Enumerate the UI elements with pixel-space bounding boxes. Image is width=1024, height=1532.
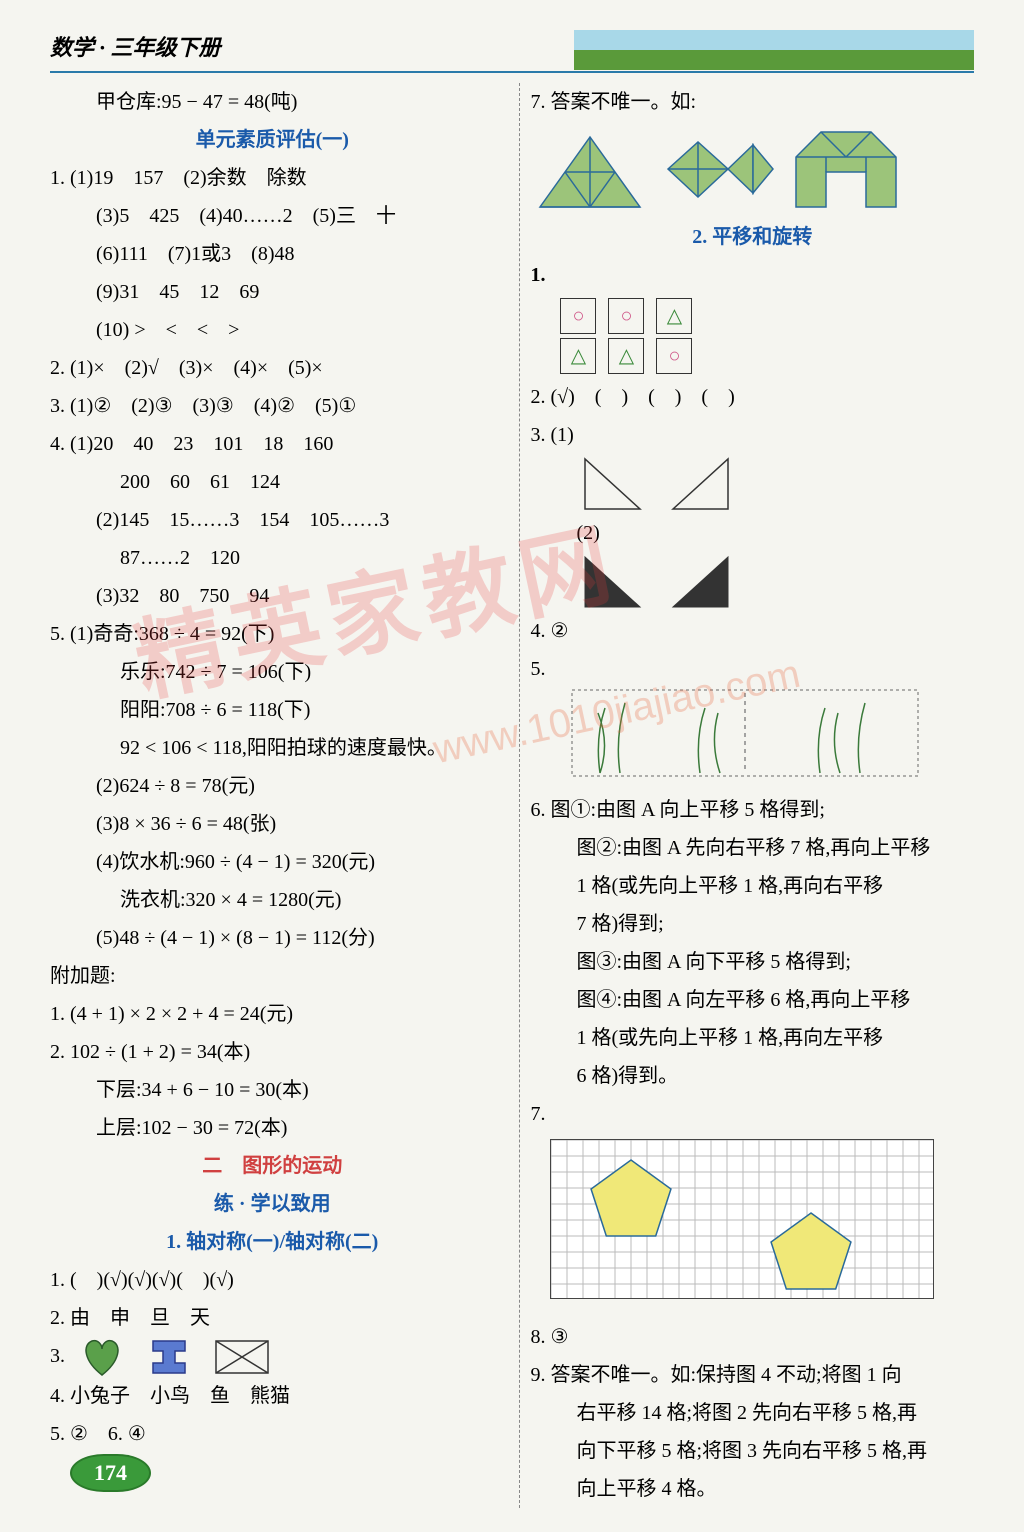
right-triangle-fill-icon: [580, 552, 650, 612]
header-divider: [50, 71, 974, 73]
i-shape-icon: [149, 1337, 189, 1377]
answer-line: 1 格(或先向上平移 1 格,再向右平移: [530, 867, 974, 905]
answer-line: 2. 由 申 旦 天: [50, 1299, 494, 1337]
answer-line: 7.: [530, 1095, 974, 1133]
answer-line: 阳阳:708 ÷ 6 = 118(下): [50, 691, 494, 729]
q3-label: 3.: [50, 1345, 65, 1367]
answer-line: 87……2 120: [50, 539, 494, 577]
answer-line: 下层:34 + 6 − 10 = 30(本): [50, 1071, 494, 1109]
answer-line: 1 格(或先向上平移 1 格,再向左平移: [530, 1019, 974, 1057]
answer-line: 5.: [530, 650, 974, 688]
pentagon-grid: [550, 1139, 974, 1312]
section-title: 单元素质评估(一): [50, 121, 494, 159]
right-triangle-fill-flip-icon: [668, 552, 738, 612]
section-part-title: 1. 轴对称(一)/轴对称(二): [50, 1223, 494, 1261]
answer-line: 上层:102 − 30 = 72(本): [50, 1109, 494, 1147]
answer-line: (4)饮水机:960 ÷ (4 − 1) = 320(元): [50, 843, 494, 881]
tangram-row: [530, 127, 974, 212]
answer-line: 1. (4 + 1) × 2 × 2 + 4 = 24(元): [50, 995, 494, 1033]
answer-line: 2. 102 ÷ (1 + 2) = 34(本): [50, 1033, 494, 1071]
grid-svg: [550, 1139, 934, 1299]
shape-box: △: [560, 338, 596, 374]
right-triangle-flip-icon: [668, 454, 738, 514]
bowtie-icon: [214, 1339, 270, 1375]
answer-line: 92 < 106 < 118,阳阳拍球的速度最快。: [50, 729, 494, 767]
answer-line: 7 格)得到;: [530, 905, 974, 943]
shape-box: ○: [656, 338, 692, 374]
answer-line: 1. (1)19 157 (2)余数 除数: [50, 159, 494, 197]
heart-icon: [80, 1337, 124, 1377]
seaweed-figure-icon: [570, 688, 920, 778]
answer-line: 图④:由图 A 向左平移 6 格,再向上平移: [530, 981, 974, 1019]
left-column: 甲仓库:95 − 47 = 48(吨) 单元素质评估(一) 1. (1)19 1…: [50, 83, 504, 1508]
answer-line: 200 60 61 124: [50, 463, 494, 501]
answer-line: 乐乐:742 ÷ 7 = 106(下): [50, 653, 494, 691]
answer-line: (6)111 (7)1或3 (8)48: [50, 235, 494, 273]
shape-box: ○: [608, 298, 644, 334]
answer-line: 2. (√) ( ) ( ) ( ): [530, 378, 974, 416]
answer-line: 向上平移 4 格。: [530, 1470, 974, 1508]
answer-line: 向下平移 5 格;将图 3 先向右平移 5 格,再: [530, 1432, 974, 1470]
box-row-1: ○ ○ △: [560, 298, 974, 334]
section-subtitle: 练 · 学以致用: [50, 1185, 494, 1223]
answer-line: 8. ③: [530, 1318, 974, 1356]
answer-line: 图③:由图 A 向下平移 5 格得到;: [530, 943, 974, 981]
tangram-triangle-icon: [530, 127, 650, 212]
answer-line: (3)8 × 36 ÷ 6 = 48(张): [50, 805, 494, 843]
answer-line: (3)32 80 750 94: [50, 577, 494, 615]
triangle-row: [580, 552, 974, 612]
answer-line: 3.: [50, 1337, 494, 1377]
answer-line: 5. (1)奇奇:368 ÷ 4 = 92(下): [50, 615, 494, 653]
answer-line: 3. (1)② (2)③ (3)③ (4)② (5)①: [50, 387, 494, 425]
answer-line: (5)48 ÷ (4 − 1) × (8 − 1) = 112(分): [50, 919, 494, 957]
section-title: 2. 平移和旋转: [530, 218, 974, 256]
answer-line: 2. (1)× (2)√ (3)× (4)× (5)×: [50, 349, 494, 387]
answer-line: 4. ②: [530, 612, 974, 650]
answer-line: 4. 小兔子 小鸟 鱼 熊猫: [50, 1377, 494, 1415]
answer-line: 5. ② 6. ④: [50, 1415, 494, 1453]
header-banner: [574, 30, 974, 70]
answer-line: (2)145 15……3 154 105……3: [50, 501, 494, 539]
answer-line: 1. ( )(√)(√)(√)( )(√): [50, 1261, 494, 1299]
tangram-arch-icon: [786, 127, 906, 212]
answer-line: (2): [530, 514, 974, 552]
answer-line: 7. 答案不唯一。如:: [530, 83, 974, 121]
answer-line: 6 格)得到。: [530, 1057, 974, 1095]
shape-box: △: [656, 298, 692, 334]
right-column: 7. 答案不唯一。如:: [519, 83, 974, 1508]
right-triangle-icon: [580, 454, 650, 514]
answer-line: 4. (1)20 40 23 101 18 160: [50, 425, 494, 463]
page-number-badge: 174: [70, 1454, 151, 1492]
text-line: 甲仓库:95 − 47 = 48(吨): [50, 83, 494, 121]
tangram-fish-icon: [658, 127, 778, 212]
answer-line: 洗衣机:320 × 4 = 1280(元): [50, 881, 494, 919]
answer-line: 9. 答案不唯一。如:保持图 4 不动;将图 1 向: [530, 1356, 974, 1394]
two-column-layout: 甲仓库:95 − 47 = 48(吨) 单元素质评估(一) 1. (1)19 1…: [50, 83, 974, 1508]
answer-line: (2)624 ÷ 8 = 78(元): [50, 767, 494, 805]
triangle-row: [580, 454, 974, 514]
box-row-2: △ △ ○: [560, 338, 974, 374]
answer-line: 3. (1): [530, 416, 974, 454]
answer-line: (10) > < < >: [50, 311, 494, 349]
answer-line: 右平移 14 格;将图 2 先向右平移 5 格,再: [530, 1394, 974, 1432]
answer-line: 图②:由图 A 先向右平移 7 格,再向上平移: [530, 829, 974, 867]
answer-line: (3)5 425 (4)40……2 (5)三 十: [50, 197, 494, 235]
shape-box: △: [608, 338, 644, 374]
section-title: 二 图形的运动: [50, 1147, 494, 1185]
answer-line: 6. 图①:由图 A 向上平移 5 格得到;: [530, 791, 974, 829]
q1-label: 1.: [530, 256, 974, 294]
shape-box: ○: [560, 298, 596, 334]
extra-title: 附加题:: [50, 957, 494, 995]
answer-line: (9)31 45 12 69: [50, 273, 494, 311]
